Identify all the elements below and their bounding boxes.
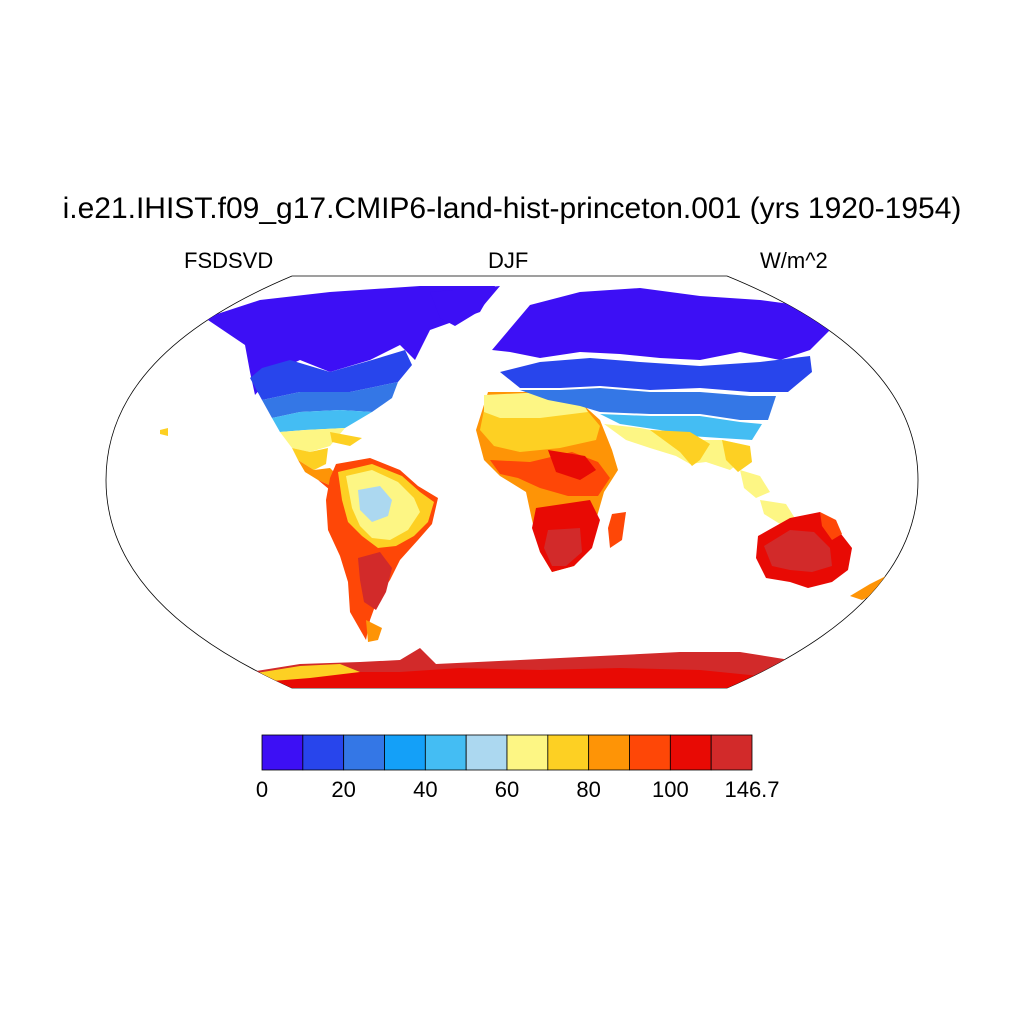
colorbar-swatch: [424, 734, 467, 771]
australia: [756, 512, 886, 600]
colorbar-swatch: [669, 734, 712, 771]
colorbar-swatch: [384, 734, 426, 771]
colorbar-swatch: [343, 734, 385, 771]
colorbar-tick-label: 60: [494, 777, 520, 802]
colorbar: [261, 734, 753, 771]
greenland: [430, 286, 500, 326]
south-america: [326, 458, 438, 642]
colorbar-swatch: [506, 734, 549, 771]
colorbar-swatch: [465, 734, 508, 771]
colorbar-tick-label: 20: [331, 777, 356, 802]
colorbar-tick-label: 80: [576, 777, 601, 802]
antarctica: [250, 648, 800, 688]
colorbar-swatch: [629, 734, 671, 771]
map-title: i.e21.IHIST.f09_g17.CMIP6-land-hist-prin…: [62, 192, 962, 225]
colorbar-swatch: [588, 734, 630, 771]
colorbar-tick-label: 0: [255, 777, 269, 802]
colorbar-swatch: [302, 734, 345, 771]
colorbar-tick-label: 146.7: [724, 777, 780, 802]
colorbar-swatch: [710, 734, 753, 771]
africa: [476, 392, 626, 572]
colorbar-tick-label: 40: [413, 777, 438, 802]
eurasia: [492, 288, 830, 524]
colorbar-swatch: [547, 734, 590, 771]
colorbar-tick-label: 100: [651, 777, 689, 802]
colorbar-swatch: [261, 734, 304, 771]
variable-label: FSDSVD: [184, 248, 274, 273]
units-label: W/m^2: [760, 248, 828, 273]
season-label: DJF: [488, 248, 529, 273]
